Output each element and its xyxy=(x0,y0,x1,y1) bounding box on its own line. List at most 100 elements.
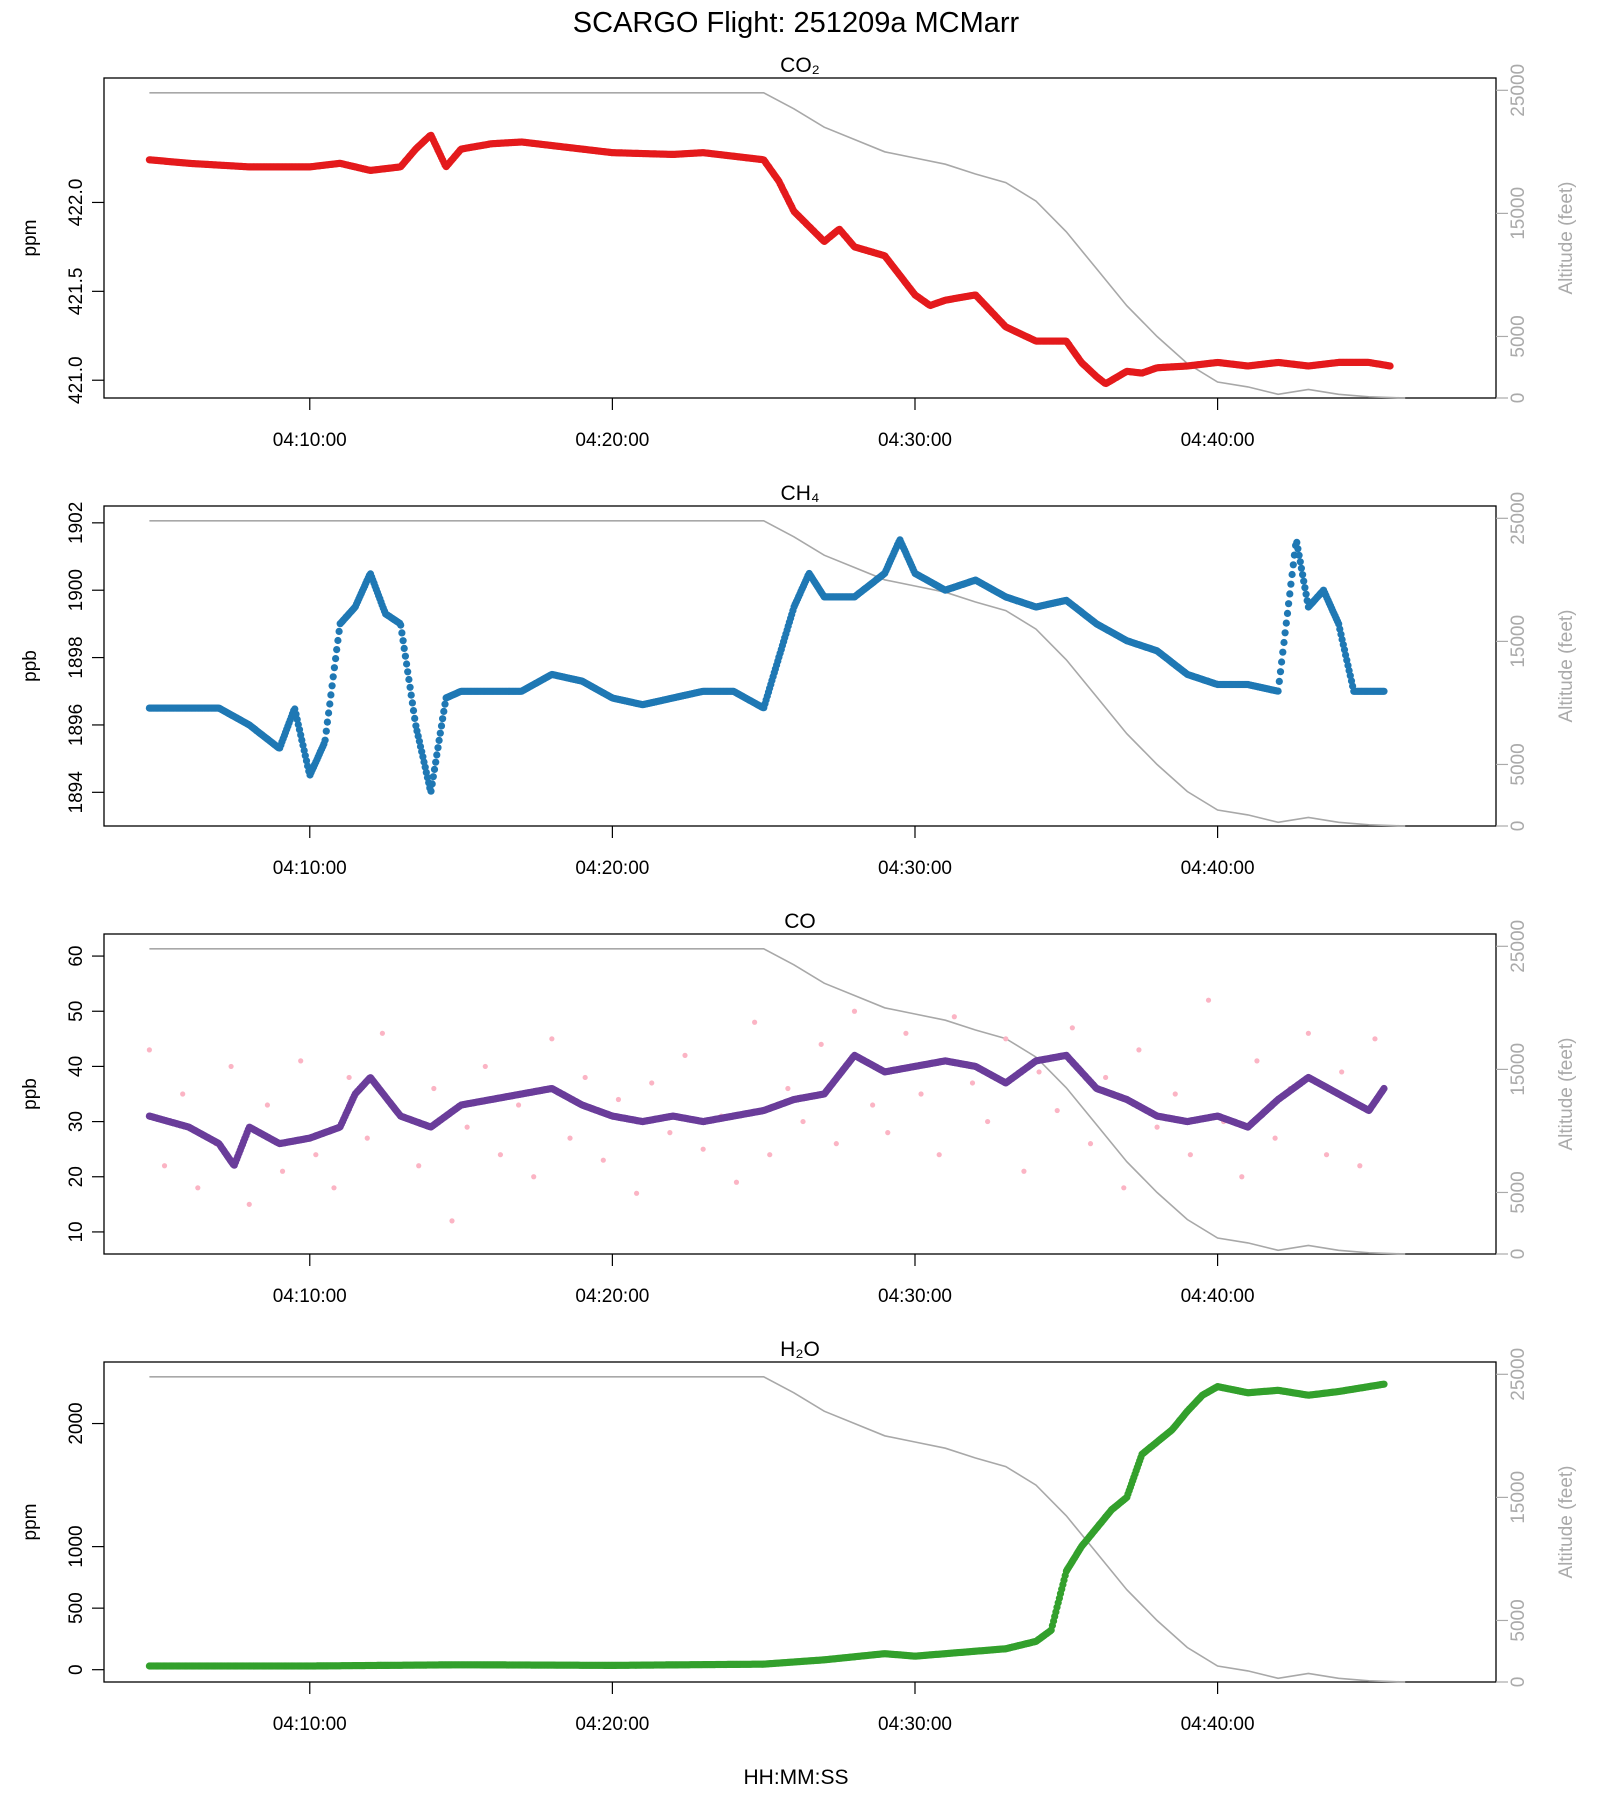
data-point xyxy=(1282,619,1290,627)
altitude-tick-label: 0 xyxy=(1508,1249,1529,1260)
data-point xyxy=(329,673,337,681)
data-point xyxy=(437,722,446,730)
data-point xyxy=(700,1146,706,1152)
x-tick-label: 04:40:00 xyxy=(1181,858,1255,879)
data-point xyxy=(408,699,416,707)
x-tick-label: 04:30:00 xyxy=(878,1286,952,1307)
data-point xyxy=(1299,571,1307,579)
data-point xyxy=(322,727,330,735)
data-point xyxy=(1272,1135,1278,1141)
data-point xyxy=(1274,687,1282,695)
data-point xyxy=(333,646,341,654)
y-tick-label: 1000 xyxy=(66,1525,87,1567)
data-point xyxy=(682,1052,688,1058)
x-tick-label: 04:30:00 xyxy=(878,1714,952,1735)
data-point xyxy=(407,691,415,699)
data-point xyxy=(1293,538,1301,547)
panel-title: CH₄ xyxy=(781,482,820,505)
series-co-smoothed xyxy=(145,1051,1388,1169)
data-point xyxy=(323,718,331,726)
data-point xyxy=(1296,558,1304,566)
altitude-axis-label: Altitude (feet) xyxy=(1556,610,1577,723)
series-h2o xyxy=(145,1380,1388,1670)
altitude-tick-label: 15000 xyxy=(1508,187,1529,240)
x-axis-label: HH:MM:SS xyxy=(744,1766,849,1789)
data-point xyxy=(439,715,447,723)
data-point xyxy=(733,1179,740,1185)
data-point xyxy=(325,709,333,717)
x-tick-label: 04:10:00 xyxy=(273,858,347,879)
panels: CO₂421.0421.5422.0ppm050001500025000Alti… xyxy=(20,54,1577,1735)
data-point xyxy=(818,1041,824,1047)
series-ch4 xyxy=(145,536,1388,795)
altitude-tick-label: 0 xyxy=(1508,821,1529,832)
data-point xyxy=(1287,580,1295,588)
altitude-tick-label: 5000 xyxy=(1508,1171,1529,1213)
y-tick-label: 1902 xyxy=(66,502,87,544)
data-point xyxy=(1021,1168,1027,1174)
y-tick-label: 60 xyxy=(66,945,87,966)
data-point xyxy=(331,1185,337,1191)
data-point xyxy=(1294,545,1302,553)
data-point xyxy=(1136,1047,1142,1053)
figure-title: SCARGO Flight: 251209a MCMarr xyxy=(573,7,1020,39)
data-point xyxy=(567,1135,573,1141)
x-tick-label: 04:20:00 xyxy=(575,858,649,879)
panel-title: CO₂ xyxy=(780,54,820,77)
y-tick-label: 50 xyxy=(66,1001,87,1022)
data-point xyxy=(399,637,407,645)
plot-frame xyxy=(103,505,1497,827)
data-point xyxy=(279,1168,286,1174)
data-point xyxy=(497,1152,504,1158)
data-point xyxy=(1301,584,1309,592)
data-point xyxy=(431,1085,437,1092)
data-point xyxy=(1103,1074,1109,1081)
data-point xyxy=(985,1118,991,1125)
altitude-tick-label: 25000 xyxy=(1508,1348,1529,1401)
data-point xyxy=(515,1102,522,1108)
data-point xyxy=(440,707,448,716)
x-tick-label: 04:10:00 xyxy=(273,430,347,451)
data-point xyxy=(321,736,329,744)
panel-3: H₂O 0 500 1000 2000 ppm 0 5000 15000 25000 Altitud… xyxy=(20,1338,1577,1735)
altitude-line xyxy=(149,519,1406,827)
data-point xyxy=(1003,1036,1009,1042)
x-tick-label: 04:20:00 xyxy=(575,1714,649,1735)
data-point xyxy=(195,1185,201,1191)
y-tick-label: 1898 xyxy=(66,636,87,678)
y-tick-label: 421.0 xyxy=(66,356,87,404)
data-point xyxy=(1280,638,1288,647)
y-axis-label: ppb xyxy=(20,1078,41,1110)
data-point xyxy=(1323,1152,1330,1158)
altitude-axis-label: Altitude (feet) xyxy=(1556,182,1577,295)
data-point xyxy=(600,1157,606,1163)
data-point xyxy=(180,1091,186,1097)
data-point xyxy=(785,1085,791,1092)
data-point xyxy=(406,683,414,691)
data-point xyxy=(330,664,338,672)
data-point xyxy=(435,736,443,745)
x-tick-label: 04:20:00 xyxy=(575,1286,649,1307)
data-point xyxy=(1278,658,1286,666)
y-tick-label: 30 xyxy=(66,1111,87,1132)
data-point xyxy=(436,729,444,737)
data-point xyxy=(398,629,406,637)
data-point xyxy=(428,780,436,788)
y-axis-label: ppb xyxy=(20,650,41,682)
data-point xyxy=(851,1008,858,1014)
plot-frame xyxy=(103,1361,1497,1683)
data-point xyxy=(404,668,412,676)
data-point xyxy=(298,1058,304,1064)
data-point xyxy=(1288,570,1296,579)
y-tick-label: 422.0 xyxy=(66,179,87,227)
data-point xyxy=(1380,1380,1388,1388)
altitude-tick-label: 25000 xyxy=(1508,64,1529,117)
altitude-tick-label: 0 xyxy=(1508,1677,1529,1688)
data-point xyxy=(1286,590,1294,598)
data-point xyxy=(1305,1030,1311,1036)
panel-0: CO₂ 421.0 421.5 422.0 ppm 0 5000 15000 25000 Alti… xyxy=(20,54,1577,451)
data-point xyxy=(918,1091,924,1097)
data-point xyxy=(1380,687,1388,695)
data-point xyxy=(1054,1107,1060,1114)
data-point xyxy=(767,1152,773,1158)
